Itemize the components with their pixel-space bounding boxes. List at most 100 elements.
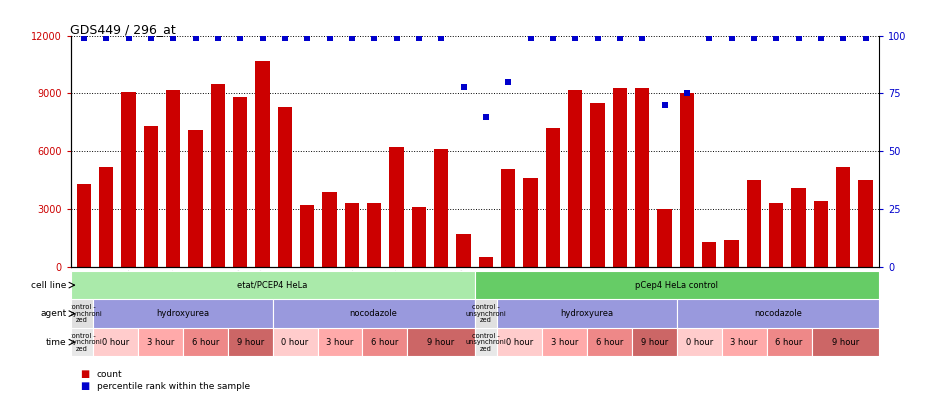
Bar bbox=[680, 93, 694, 267]
Bar bbox=[524, 178, 538, 267]
Text: nocodazole: nocodazole bbox=[754, 309, 802, 318]
Text: ■: ■ bbox=[80, 381, 89, 391]
Text: control -
unsynchroni
zed: control - unsynchroni zed bbox=[465, 304, 507, 323]
Point bbox=[99, 35, 114, 41]
Text: pCep4 HeLa control: pCep4 HeLa control bbox=[635, 281, 718, 289]
Bar bbox=[99, 167, 114, 267]
Bar bbox=[121, 91, 135, 267]
Point bbox=[233, 35, 248, 41]
Bar bbox=[273, 299, 475, 328]
Bar bbox=[746, 180, 761, 267]
Bar bbox=[814, 202, 828, 267]
Point bbox=[680, 90, 695, 97]
Bar bbox=[475, 271, 879, 299]
Point bbox=[165, 35, 180, 41]
Text: 9 hour: 9 hour bbox=[237, 338, 264, 346]
Bar bbox=[211, 84, 226, 267]
Text: agent: agent bbox=[40, 309, 67, 318]
Bar bbox=[93, 299, 273, 328]
Point bbox=[612, 35, 627, 41]
Bar bbox=[501, 169, 515, 267]
Bar bbox=[318, 328, 363, 356]
Bar bbox=[227, 328, 273, 356]
Bar bbox=[497, 299, 677, 328]
Text: ■: ■ bbox=[80, 369, 89, 379]
Text: 0 hour: 0 hour bbox=[102, 338, 129, 346]
Text: hydroxyurea: hydroxyurea bbox=[560, 309, 614, 318]
Text: 0 hour: 0 hour bbox=[506, 338, 533, 346]
Bar bbox=[677, 328, 722, 356]
Text: time: time bbox=[46, 338, 67, 346]
Point bbox=[121, 35, 136, 41]
Bar bbox=[144, 126, 158, 267]
Bar bbox=[632, 328, 677, 356]
Bar bbox=[769, 203, 783, 267]
Point bbox=[769, 35, 784, 41]
Point bbox=[545, 35, 560, 41]
Point bbox=[724, 35, 739, 41]
Bar bbox=[188, 130, 203, 267]
Bar bbox=[545, 128, 560, 267]
Bar bbox=[478, 257, 494, 267]
Text: percentile rank within the sample: percentile rank within the sample bbox=[97, 382, 250, 390]
Bar bbox=[475, 328, 497, 356]
Text: nocodazole: nocodazole bbox=[350, 309, 398, 318]
Point bbox=[634, 35, 650, 41]
Text: 9 hour: 9 hour bbox=[832, 338, 859, 346]
Point bbox=[322, 35, 337, 41]
Bar bbox=[70, 328, 93, 356]
Point bbox=[746, 35, 761, 41]
Point bbox=[501, 79, 516, 85]
Bar bbox=[407, 328, 475, 356]
Bar bbox=[613, 88, 627, 267]
Bar bbox=[273, 328, 318, 356]
Bar bbox=[475, 299, 497, 328]
Text: GDS449 / 296_at: GDS449 / 296_at bbox=[70, 23, 177, 36]
Bar bbox=[256, 61, 270, 267]
Bar bbox=[767, 328, 811, 356]
Text: count: count bbox=[97, 370, 122, 379]
Text: 0 hour: 0 hour bbox=[685, 338, 713, 346]
Bar bbox=[836, 167, 851, 267]
Text: etat/PCEP4 HeLa: etat/PCEP4 HeLa bbox=[238, 281, 307, 289]
Text: 0 hour: 0 hour bbox=[281, 338, 308, 346]
Point bbox=[590, 35, 605, 41]
Bar bbox=[434, 149, 448, 267]
Bar bbox=[345, 203, 359, 267]
Bar bbox=[811, 328, 879, 356]
Text: 6 hour: 6 hour bbox=[371, 338, 399, 346]
Bar bbox=[367, 203, 382, 267]
Bar bbox=[138, 328, 182, 356]
Text: 9 hour: 9 hour bbox=[428, 338, 455, 346]
Point bbox=[701, 35, 716, 41]
Point bbox=[277, 35, 292, 41]
Point bbox=[144, 35, 159, 41]
Text: cell line: cell line bbox=[31, 281, 67, 289]
Point bbox=[523, 35, 538, 41]
Point bbox=[300, 35, 315, 41]
Point bbox=[813, 35, 828, 41]
Text: 3 hour: 3 hour bbox=[551, 338, 578, 346]
Point bbox=[389, 35, 404, 41]
Bar bbox=[858, 180, 872, 267]
Bar bbox=[590, 103, 604, 267]
Bar bbox=[93, 328, 138, 356]
Bar bbox=[322, 192, 337, 267]
Bar bbox=[166, 89, 180, 267]
Bar bbox=[634, 88, 650, 267]
Point bbox=[791, 35, 806, 41]
Bar bbox=[300, 205, 315, 267]
Point bbox=[456, 83, 471, 89]
Bar bbox=[70, 299, 93, 328]
Bar bbox=[70, 271, 475, 299]
Bar bbox=[497, 328, 542, 356]
Point bbox=[76, 35, 91, 41]
Text: 3 hour: 3 hour bbox=[147, 338, 174, 346]
Text: 9 hour: 9 hour bbox=[641, 338, 668, 346]
Point bbox=[188, 35, 203, 41]
Bar bbox=[587, 328, 632, 356]
Text: control -
unsynchroni
zed: control - unsynchroni zed bbox=[61, 333, 102, 352]
Text: 6 hour: 6 hour bbox=[776, 338, 803, 346]
Point bbox=[657, 102, 672, 108]
Point bbox=[412, 35, 427, 41]
